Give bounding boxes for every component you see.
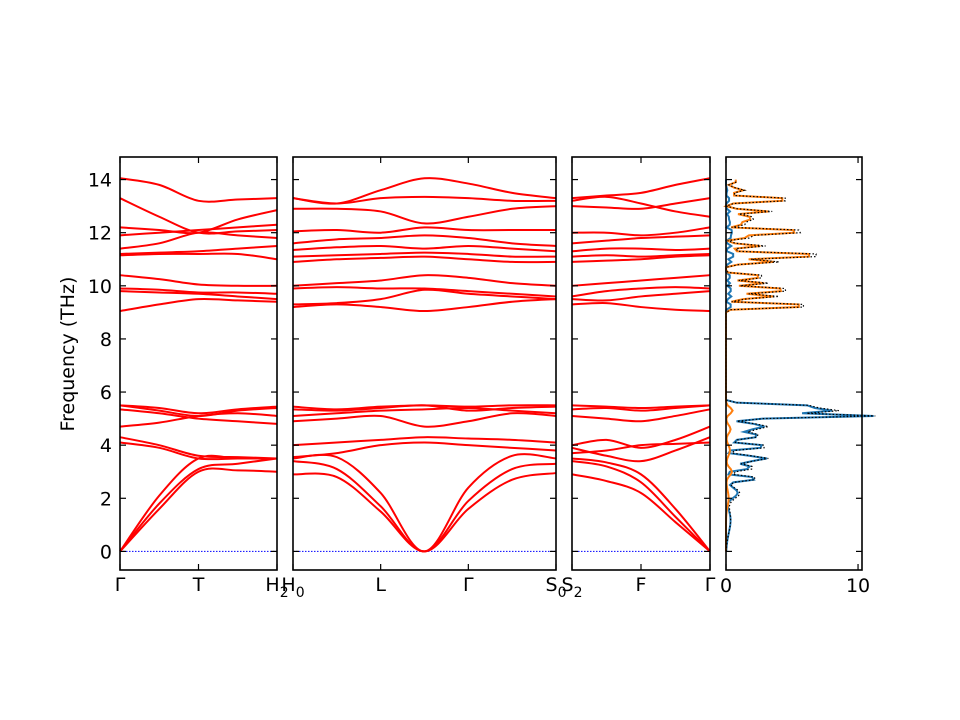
band-line [292,251,557,258]
band-line [119,457,278,553]
band-line [119,467,278,553]
x-tick-label: F [636,574,647,596]
band-line [571,177,711,200]
band-line [292,286,557,298]
band-line [119,290,278,301]
band-line [292,298,557,313]
band-line [292,472,557,553]
band-line [119,244,278,255]
y-tick-label: 0 [100,541,112,563]
band-line [571,408,711,423]
band-line [571,290,711,302]
band-line [119,223,278,237]
band-line [292,177,557,205]
band-line [119,197,278,235]
band-panel-3 [571,156,711,571]
band-panel-frame [119,156,278,571]
band-line [571,457,711,553]
band-line [571,252,711,258]
band-line [571,425,711,449]
band-line [292,205,557,225]
band-line [571,460,711,553]
band-line [119,404,278,415]
y-tick-label: 6 [100,382,112,404]
x-tick-label: Γ [705,574,716,596]
band-line [292,274,557,287]
band-line [292,244,557,253]
band-line [571,404,711,409]
band-line [292,195,557,205]
x-tick-label: L [375,574,386,596]
band-line [292,436,557,447]
y-axis-label: Frequency (THz) [57,277,79,432]
band-panel-1: 0 2 4 6 8 10 12 14 [88,156,278,571]
band-line [571,441,711,455]
y-tick-label: 10 [88,276,112,298]
dos-x-tick-label: 0 [720,575,732,597]
band-line [119,297,278,313]
band-line [292,288,557,306]
band-line [571,436,711,463]
y-tick-label: 12 [88,223,112,245]
band-line [292,406,557,417]
y-tick-label: 2 [100,488,112,510]
band-panel-frame [571,156,711,571]
x-tick-label: H2 [265,574,288,601]
band-line [292,255,557,264]
y-tick-label: 4 [100,435,112,457]
band-line [119,274,278,287]
x-tick-label: S0 [546,574,567,601]
band-line [119,436,278,460]
band-panel-2 [292,156,557,571]
x-tick-label: T [192,574,205,596]
x-tick-label: Γ [115,574,126,596]
band-line [119,177,278,203]
band-line [292,404,557,411]
band-line [571,301,711,313]
band-line [119,408,278,425]
dos-panel: 0 10 [720,156,876,597]
band-line [571,234,711,245]
band-line [571,286,711,298]
band-line [571,473,711,553]
band-line [292,226,556,234]
band-line [292,441,557,459]
x-tick-label: H0 [281,574,304,601]
band-line [571,247,711,253]
band-line [571,254,711,263]
band-line [119,287,278,295]
band-line [571,226,711,237]
band-line [571,197,711,210]
band-panel-frame [292,156,557,571]
band-line [292,412,557,428]
x-tick-label: Γ [463,574,474,596]
x-tick-label: S2 [562,574,583,601]
band-line [119,404,278,417]
band-line [119,252,278,261]
y-tick-label: 8 [100,329,112,351]
band-line [292,453,557,553]
band-line [571,274,711,287]
band-line [119,231,278,250]
band-line [292,234,557,247]
y-tick-label: 14 [88,170,112,192]
dos-panel-frame [725,156,863,571]
dos-x-tick-label: 10 [846,575,870,597]
